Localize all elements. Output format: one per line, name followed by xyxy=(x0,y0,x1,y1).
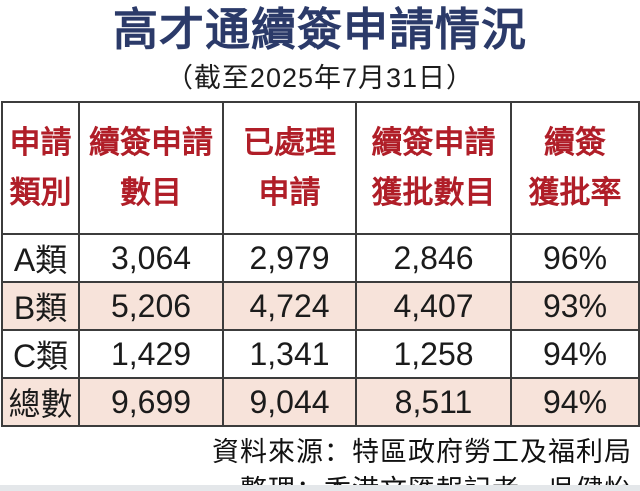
table-header-row: 申請 類別 續簽申請 數目 已處理 申請 續簽申請 獲批數目 續簽 獲批率 xyxy=(1,101,640,235)
cell-value: 4,407 xyxy=(355,281,512,331)
cell-value: 93% xyxy=(510,281,640,331)
col-header-renewal-applications: 續簽申請 數目 xyxy=(78,101,224,235)
cell-value: 1,258 xyxy=(355,329,512,379)
col-header-approved-count: 續簽申請 獲批數目 xyxy=(355,101,512,235)
cell-value: 94% xyxy=(510,377,640,427)
cell-value: 9,699 xyxy=(78,377,224,427)
page-subtitle: （截至2025年7月31日） xyxy=(165,63,475,93)
source-line: 資料來源：特區政府勞工及福利局 xyxy=(212,437,632,467)
table-row-total: 總數 9,699 9,044 8,511 94% xyxy=(1,377,640,427)
footer-credits: 資料來源：特區政府勞工及福利局 整理：香港文匯報記者 吳健怡 xyxy=(0,433,640,491)
table-row-a: A類 3,064 2,979 2,846 96% xyxy=(1,233,640,283)
cell-value: 94% xyxy=(510,329,640,379)
col-header-approval-rate: 續簽 獲批率 xyxy=(510,101,640,235)
renewal-stats-table: 申請 類別 續簽申請 數目 已處理 申請 續簽申請 獲批數目 續簽 獲批率 A類… xyxy=(1,101,640,427)
cell-value: 2,846 xyxy=(355,233,512,283)
cell-value: 1,341 xyxy=(222,329,357,379)
row-label: A類 xyxy=(1,233,80,283)
cell-value: 5,206 xyxy=(78,281,224,331)
col-header-category: 申請 類別 xyxy=(1,101,80,235)
row-label: B類 xyxy=(1,281,80,331)
cell-value: 2,979 xyxy=(222,233,357,283)
cell-value: 1,429 xyxy=(78,329,224,379)
col-header-processed: 已處理 申請 xyxy=(222,101,357,235)
cell-value: 3,064 xyxy=(78,233,224,283)
cell-value: 96% xyxy=(510,233,640,283)
bottom-strip xyxy=(0,485,640,491)
row-label: C類 xyxy=(1,329,80,379)
page-title: 高才通續簽申請情況 xyxy=(112,4,527,55)
table-row-c: C類 1,429 1,341 1,258 94% xyxy=(1,329,640,379)
cell-value: 4,724 xyxy=(222,281,357,331)
table-row-b: B類 5,206 4,724 4,407 93% xyxy=(1,281,640,331)
cell-value: 9,044 xyxy=(222,377,357,427)
row-label: 總數 xyxy=(1,377,80,427)
cell-value: 8,511 xyxy=(355,377,512,427)
